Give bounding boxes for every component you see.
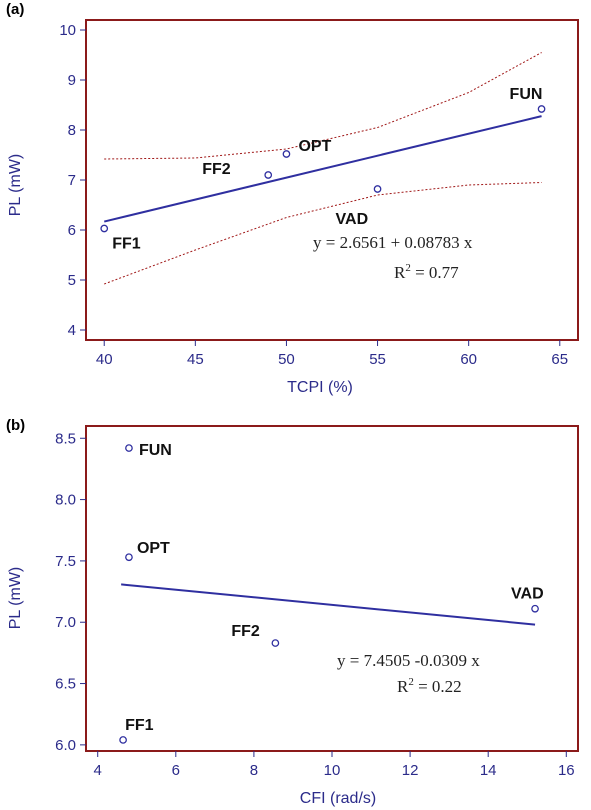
x-tick-label: 55: [369, 351, 386, 368]
x-tick-label: 10: [324, 762, 341, 779]
x-tick-label: 8: [250, 762, 258, 779]
panel-b-label: (b): [6, 417, 25, 434]
y-tick-label: 8: [68, 122, 76, 139]
point-label-ff1: FF1: [112, 236, 141, 253]
plot-frame-a: [85, 19, 579, 341]
y-ticks-a: 4 5 6 7 8 9 10: [59, 22, 86, 339]
data-point-ff1: [100, 224, 109, 233]
y-axis-label-b: PL (mW): [7, 567, 24, 630]
equation-a: y = 2.6561 + 0.08783 x: [313, 233, 473, 252]
point-label-ff2: FF2: [202, 161, 231, 178]
x-ticks-a: 40 45 50 55 60 65: [96, 340, 568, 368]
ci-lower-curve: [104, 182, 542, 285]
data-point-opt: [125, 553, 133, 562]
data-point-ff2: [264, 171, 273, 179]
x-tick-label: 4: [94, 762, 102, 779]
x-tick-label: 50: [278, 351, 295, 368]
x-ticks-b: 4 6 8 10 12 14 16: [94, 751, 575, 779]
r-squared-a: R2 = 0.77: [394, 262, 459, 282]
x-tick-label: 6: [172, 762, 180, 779]
x-tick-label: 40: [96, 351, 113, 368]
x-tick-label: 12: [402, 762, 419, 779]
y-tick-label: 7: [68, 172, 76, 189]
x-tick-label: 45: [187, 351, 204, 368]
confidence-band-a: [104, 52, 542, 285]
y-tick-label: 6.0: [55, 737, 76, 754]
y-ticks-b: 6.0 6.5 7.0 7.5 8.0 8.5: [55, 430, 86, 754]
y-tick-label: 9: [68, 72, 76, 89]
y-tick-label: 6.5: [55, 676, 76, 693]
y-tick-label: 5: [68, 272, 76, 289]
data-point-ff1: [119, 736, 127, 744]
fit-line-a: [103, 115, 542, 223]
x-tick-label: 16: [558, 762, 575, 779]
x-axis-label-a: TCPI (%): [287, 379, 353, 396]
point-label-opt: OPT: [298, 138, 331, 155]
panel-a-label: (a): [6, 1, 24, 18]
x-tick-label: 14: [480, 762, 497, 779]
point-label-opt: OPT: [137, 540, 170, 557]
point-label-ff1: FF1: [125, 717, 154, 734]
x-tick-label: 60: [460, 351, 477, 368]
x-axis-label-b: CFI (rad/s): [300, 790, 376, 807]
y-tick-label: 8.0: [55, 492, 76, 509]
y-tick-label: 7.5: [55, 553, 76, 570]
data-point-fun: [125, 444, 133, 452]
y-tick-label: 6: [68, 222, 76, 239]
point-label-fun: FUN: [510, 86, 543, 103]
r-squared-b: R2 = 0.22: [397, 676, 462, 696]
fit-line-b: [121, 583, 536, 626]
data-point-opt: [282, 150, 291, 158]
point-label-ff2: FF2: [231, 623, 260, 640]
y-tick-label: 8.5: [55, 430, 76, 447]
point-label-vad: VAD: [336, 211, 369, 228]
data-points-a: FF1 FF2 OPT VAD FUN: [100, 86, 546, 253]
data-point-vad: [531, 604, 539, 613]
y-tick-label: 10: [59, 22, 76, 39]
regression-line: [121, 583, 536, 626]
point-label-vad: VAD: [511, 586, 544, 603]
y-tick-label: 4: [68, 322, 76, 339]
data-point-vad: [373, 185, 382, 193]
y-axis-label-a: PL (mW): [7, 154, 24, 217]
data-point-fun: [537, 105, 546, 113]
point-label-fun: FUN: [139, 442, 172, 459]
ci-upper-curve: [104, 52, 542, 160]
y-tick-label: 7.0: [55, 614, 76, 631]
regression-line: [103, 115, 542, 223]
x-tick-label: 65: [551, 351, 568, 368]
panel-b: (b) FUN OPT FF1 FF2 VAD 4 6 8 10 12 14 16 6.0 6.5 7.…: [6, 417, 579, 807]
data-point-ff2: [271, 639, 280, 647]
equation-b: y = 7.4505 -0.0309 x: [337, 651, 480, 670]
data-points-b: FUN OPT FF1 FF2 VAD: [119, 442, 544, 744]
